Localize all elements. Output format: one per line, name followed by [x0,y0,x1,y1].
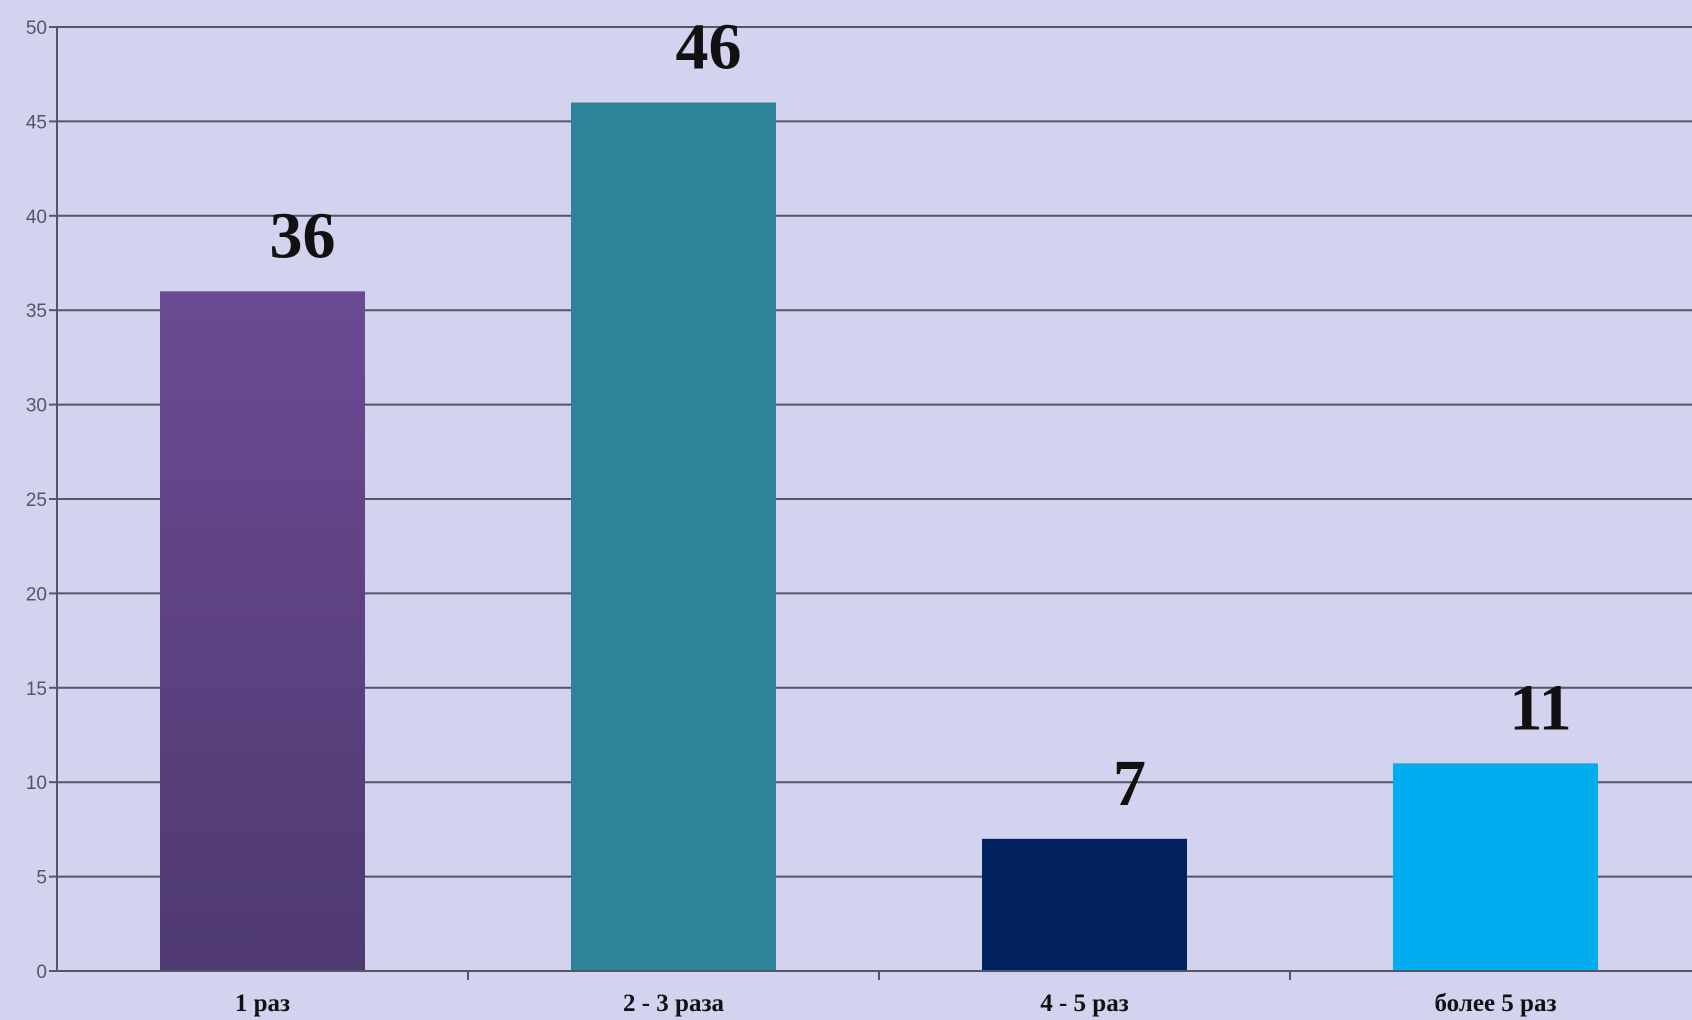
data-label-3: 7 [1113,747,1146,820]
data-label-1: 36 [270,199,336,272]
y-tick-label: 10 [26,773,47,794]
y-tick-label: 50 [26,18,47,39]
data-label-2: 46 [676,11,742,84]
y-tick-label: 35 [26,301,47,322]
y-tick-label: 0 [36,962,47,983]
y-tick-label: 45 [26,112,47,133]
data-labels: 36 46 7 11 [270,11,1572,820]
y-tick-label: 25 [26,490,47,511]
data-label-4: 11 [1509,671,1571,744]
y-tick-label: 5 [36,868,47,889]
y-tick-label: 15 [26,679,47,700]
y-tick-label: 30 [26,396,47,417]
bar-2 [571,102,776,971]
category-label-4: более 5 раз [1434,990,1556,1017]
category-label-3: 4 - 5 раз [1040,990,1129,1017]
y-axis-ticks: 0 5 10 15 20 25 30 35 40 45 50 [26,18,57,983]
category-label-2: 2 - 3 раза [623,990,725,1017]
y-tick-label: 20 [26,584,47,605]
x-axis-categories: 1 раз 2 - 3 раза 4 - 5 раз более 5 раз [235,990,1557,1017]
axes [56,27,1692,980]
bars [160,102,1598,971]
category-label-1: 1 раз [235,990,290,1017]
bar-3 [982,838,1187,971]
bar-1 [160,291,365,971]
bar-4 [1393,763,1598,971]
y-tick-label: 40 [26,207,47,228]
